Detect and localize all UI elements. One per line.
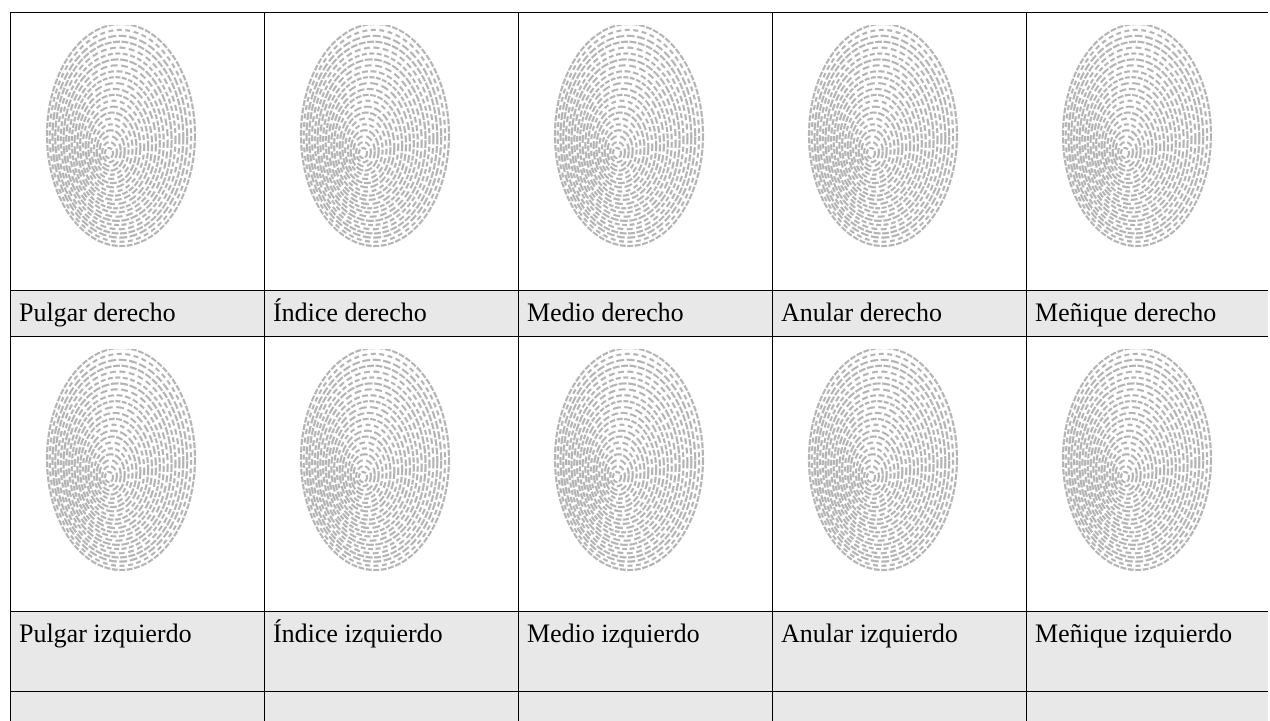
fingerprint-cell	[265, 337, 518, 611]
fingerprint-cell	[773, 337, 1026, 611]
fingerprint-cell	[1027, 337, 1268, 611]
fingerprint-cell	[519, 13, 772, 290]
fingerprint-table: Pulgar derecho Índice derecho Medio derech…	[10, 12, 1268, 721]
fingerprint-cell	[265, 13, 518, 290]
fingerprint	[41, 25, 201, 255]
fingerprint	[295, 349, 455, 579]
empty-cell	[265, 692, 518, 721]
empty-cell	[773, 692, 1026, 721]
finger-label: Índice derecho	[265, 291, 518, 336]
fingerprint-cell	[11, 13, 264, 290]
fingerprint	[41, 349, 201, 579]
finger-label: Medio izquierdo	[519, 612, 772, 691]
fingerprint	[549, 25, 709, 255]
finger-label: Medio derecho	[519, 291, 772, 336]
fingerprint	[549, 349, 709, 579]
empty-cell	[519, 692, 772, 721]
finger-label: Anular izquierdo	[773, 612, 1026, 691]
finger-label: Meñique derecho	[1027, 291, 1268, 336]
finger-label: Anular derecho	[773, 291, 1026, 336]
finger-label: Pulgar izquierdo	[11, 612, 264, 691]
empty-cell	[1027, 692, 1268, 721]
fingerprint-cell	[1027, 13, 1268, 290]
finger-label: Meñique izquierdo	[1027, 612, 1268, 691]
fingerprint	[1057, 25, 1217, 255]
fingerprint-cell	[519, 337, 772, 611]
fingerprint	[1057, 349, 1217, 579]
fingerprint-cell	[773, 13, 1026, 290]
fingerprint	[803, 349, 963, 579]
fingerprint-cell	[11, 337, 264, 611]
fingerprint	[295, 25, 455, 255]
finger-label: Pulgar derecho	[11, 291, 264, 336]
empty-cell	[11, 692, 264, 721]
fingerprint	[803, 25, 963, 255]
finger-label: Índice izquierdo	[265, 612, 518, 691]
